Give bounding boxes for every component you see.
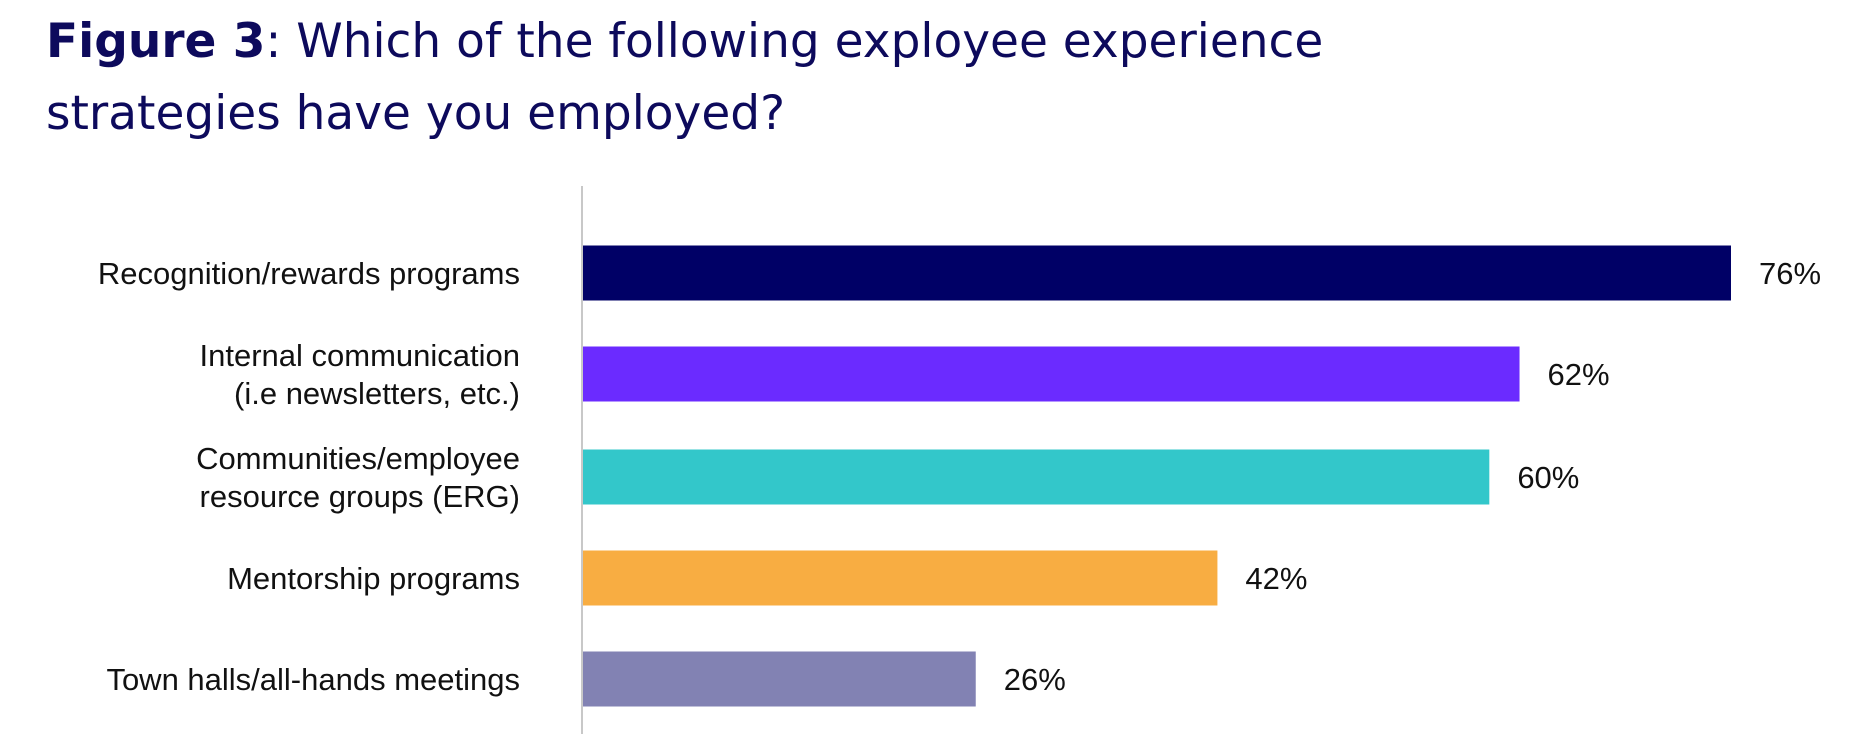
category-label: Recognition/rewards programs <box>98 256 520 291</box>
bar-value-label: 76% <box>1759 256 1821 291</box>
bar <box>583 346 1520 402</box>
bar-value-label: 42% <box>1245 561 1307 596</box>
category-label: Internal communication <box>200 338 521 373</box>
bar <box>583 550 1218 606</box>
category-label: Communities/employee <box>196 441 520 476</box>
figure-question: : Which of the following exployee experi… <box>46 14 1324 141</box>
bar <box>583 245 1731 301</box>
category-label: Town halls/all-hands meetings <box>106 662 520 697</box>
bar-value-label: 26% <box>1004 662 1066 697</box>
bars-group: 76% Recognition/rewards programs 62% Intern… <box>98 245 1821 707</box>
category-label: Mentorship programs <box>227 561 520 596</box>
bar <box>583 651 976 707</box>
category-label: (i.e newsletters, etc.) <box>234 376 520 411</box>
category-label: resource groups (ERG) <box>200 479 520 514</box>
bar-value-label: 62% <box>1548 357 1610 392</box>
bar-value-label: 60% <box>1517 460 1579 495</box>
bar <box>583 449 1490 505</box>
chart-title: Figure 3: Which of the following exploye… <box>46 6 1346 150</box>
figure-number: Figure 3 <box>46 14 266 69</box>
